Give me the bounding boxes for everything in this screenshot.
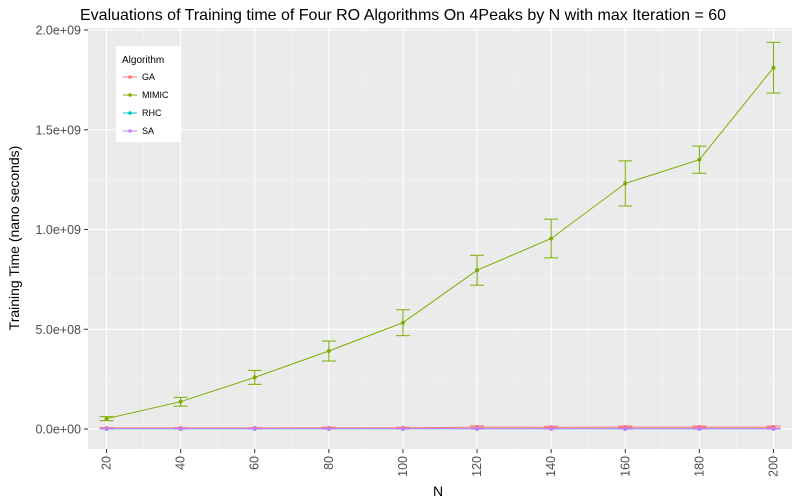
y-tick-label: 2.0e+09 xyxy=(35,23,81,37)
data-point xyxy=(623,181,628,186)
legend-label-ga: GA xyxy=(142,72,155,82)
y-axis-title: Training Time (nano seconds) xyxy=(6,146,22,331)
data-point xyxy=(623,426,628,431)
data-point xyxy=(400,426,405,431)
data-point xyxy=(326,349,331,354)
series-mimic xyxy=(99,41,781,422)
data-point xyxy=(475,426,480,431)
x-tick-label: 80 xyxy=(322,456,336,470)
legend-title: Algorithm xyxy=(122,55,164,66)
legend-key-point xyxy=(128,111,132,115)
legend-key-point xyxy=(128,75,132,79)
x-tick-label: 200 xyxy=(766,456,780,477)
x-tick-label: 120 xyxy=(470,456,484,477)
data-point xyxy=(549,426,554,431)
x-tick-label: 100 xyxy=(396,456,410,477)
x-tick-label: 20 xyxy=(100,456,114,470)
x-tick-label: 160 xyxy=(618,456,632,477)
legend-label-sa: SA xyxy=(142,126,154,136)
series-sa xyxy=(99,426,781,431)
data-point xyxy=(400,320,405,325)
legend-key-point xyxy=(128,93,132,97)
axes: 0.0e+00 5.0e+08 1.0e+09 1.5e+09 2.0e+09 20 40 6… xyxy=(35,23,780,476)
x-tick-label: 180 xyxy=(692,456,706,477)
legend: Algorithm GA MIMIC RHC SA xyxy=(116,46,180,142)
data-point xyxy=(475,268,480,273)
grid-lines xyxy=(88,28,792,449)
series-line-mimic xyxy=(106,67,774,420)
x-axis-title: N xyxy=(433,483,443,499)
x-tick-label: 60 xyxy=(248,456,262,470)
legend-label-mimic: MIMIC xyxy=(142,90,169,100)
data-point xyxy=(697,426,702,431)
data-point xyxy=(697,157,702,162)
data-point xyxy=(104,426,109,431)
y-tick-label: 0.0e+00 xyxy=(35,423,81,437)
chart-title: Evaluations of Training time of Four RO … xyxy=(80,7,726,24)
legend-label-rhc: RHC xyxy=(142,108,162,118)
data-point xyxy=(104,416,109,421)
x-tick-label: 140 xyxy=(544,456,558,477)
data-point xyxy=(326,426,331,431)
data-point xyxy=(178,426,183,431)
x-tick-label: 40 xyxy=(174,456,188,470)
y-tick-label: 1.5e+09 xyxy=(35,123,81,137)
data-point xyxy=(252,426,257,431)
legend-box xyxy=(116,46,180,142)
series-layer xyxy=(99,41,781,431)
data-point xyxy=(549,236,554,241)
series-line-ga xyxy=(106,426,774,429)
y-tick-label: 1.0e+09 xyxy=(35,223,81,237)
data-point xyxy=(771,65,776,70)
y-tick-label: 5.0e+08 xyxy=(35,323,81,337)
data-point xyxy=(252,375,257,380)
data-point xyxy=(771,426,776,431)
legend-key-point xyxy=(128,129,132,133)
data-point xyxy=(178,399,183,404)
